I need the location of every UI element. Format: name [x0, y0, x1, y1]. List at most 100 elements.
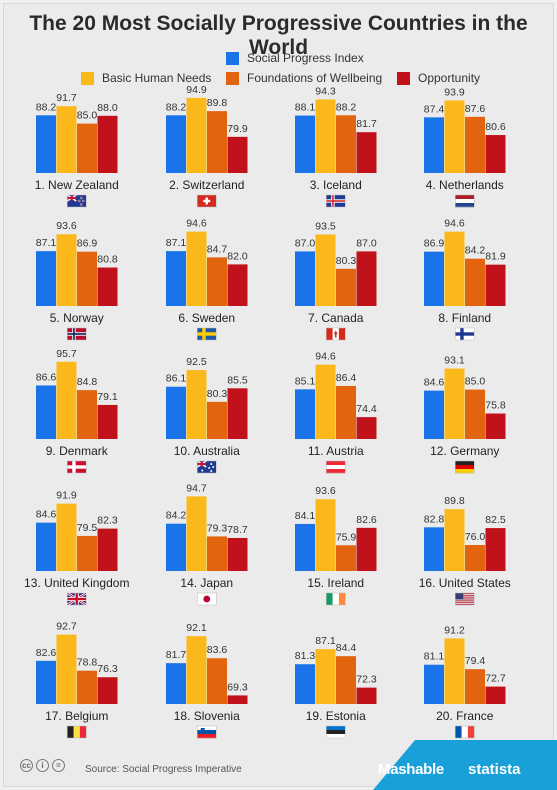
bar [424, 390, 444, 439]
flag-stripe [455, 594, 475, 596]
bar [77, 670, 97, 704]
data-label: 80.6 [485, 121, 506, 133]
data-label: 91.2 [444, 624, 465, 636]
bar [295, 523, 315, 571]
data-label: 86.1 [166, 373, 187, 385]
bar [56, 234, 77, 306]
flag-stripe [197, 726, 217, 731]
creative-commons-icon: cc [20, 759, 33, 772]
data-label: 93.6 [315, 485, 336, 497]
flag-stripe [455, 465, 475, 470]
country-panel: 82.6 92.7 78.876.3 17. Belgium [36, 621, 118, 739]
bar [77, 390, 97, 439]
bar [356, 251, 377, 306]
data-label: 79.4 [465, 655, 486, 667]
bar [465, 545, 485, 571]
bar [56, 106, 77, 173]
bar [186, 97, 207, 173]
flag-canton [455, 593, 464, 600]
legend-swatch-yellow [81, 71, 94, 85]
flag-border [455, 725, 475, 739]
license-icons: cc i = [20, 759, 65, 772]
bar [186, 231, 207, 306]
country-label: 14. Japan [180, 576, 233, 590]
data-label: 87.4 [424, 103, 445, 115]
bar [295, 115, 315, 173]
bar [465, 389, 485, 439]
bar [295, 251, 315, 306]
flag-border [326, 725, 346, 739]
bar [444, 509, 465, 571]
data-label: 84.2 [166, 510, 187, 522]
bar [36, 385, 56, 439]
bar-chart-grid: 88.291.785.088.01. New Zealand88.294.989… [24, 84, 511, 739]
legend-item-opportunity: Opportunity [397, 69, 480, 87]
flag-shapes [197, 592, 217, 606]
data-label: 69.3 [227, 681, 248, 693]
flag-shapes [326, 725, 346, 739]
flag-border [455, 194, 475, 208]
flag-shapes [66, 591, 87, 607]
flag-star [201, 469, 204, 472]
chart-title: The 20 Most Socially Progressive Countri… [29, 12, 528, 59]
legend-swatch-orange [226, 71, 239, 85]
flag-border [326, 460, 346, 474]
flag-shapes [67, 460, 87, 474]
flag-emblem [200, 728, 205, 733]
bar [356, 527, 377, 571]
data-label: 94.7 [186, 482, 207, 494]
bar [166, 523, 186, 571]
data-label: 92.1 [186, 622, 207, 634]
germany-flag-icon [455, 460, 475, 474]
legend-label: Foundations of Wellbeing [247, 71, 383, 85]
data-label: 78.7 [227, 524, 248, 536]
brand-banner [355, 740, 557, 790]
bar [56, 361, 77, 439]
bar [227, 264, 248, 306]
flag-cross [67, 197, 77, 199]
bar [465, 116, 485, 173]
data-label: 87.6 [465, 103, 486, 115]
country-label: 18. Slovenia [174, 709, 240, 723]
austria-flag-icon [326, 460, 346, 474]
flag-stripe [455, 461, 475, 466]
bar [465, 669, 485, 704]
data-label: 84.8 [77, 376, 98, 388]
bar [485, 135, 506, 173]
flag-stripe [455, 604, 475, 605]
data-label: 85.1 [295, 375, 316, 387]
data-label: 91.9 [56, 490, 77, 502]
data-label: 84.6 [36, 509, 57, 521]
estonia-flag-icon [326, 725, 346, 739]
data-label: 84.1 [295, 510, 316, 522]
bar [166, 386, 186, 439]
country-label: 7. Canada [308, 311, 364, 325]
data-label: 89.8 [207, 97, 228, 109]
data-label: 94.6 [444, 218, 465, 230]
bar [97, 404, 118, 439]
country-label: 4. Netherlands [426, 178, 504, 192]
country-panel: 88.291.785.088.0 1. New Zealand [35, 92, 119, 208]
ireland-flag-icon [326, 592, 346, 606]
bar [444, 638, 465, 704]
flag-stripe [455, 598, 475, 600]
bar [227, 388, 248, 439]
flag-cross [67, 597, 87, 601]
data-label: 72.7 [485, 673, 506, 685]
france-flag-icon [455, 725, 475, 739]
country-label: 20. France [436, 709, 494, 723]
united-kingdom-flag-icon [66, 591, 87, 607]
bar [166, 663, 186, 704]
flag-border [67, 592, 87, 606]
new-zealand-flag-icon [66, 194, 87, 208]
flag-cross [197, 332, 217, 336]
legend-swatch-red [397, 71, 410, 85]
flag-shapes [67, 725, 87, 739]
data-label: 92.5 [186, 356, 207, 368]
brand-banner-shape [373, 740, 557, 790]
bar [166, 115, 186, 173]
bar [227, 695, 248, 704]
country-panel: 87.4 93.987.6 80.6 4. Netherlands [424, 86, 506, 208]
flag-stripe [455, 726, 462, 738]
bar [207, 536, 227, 571]
